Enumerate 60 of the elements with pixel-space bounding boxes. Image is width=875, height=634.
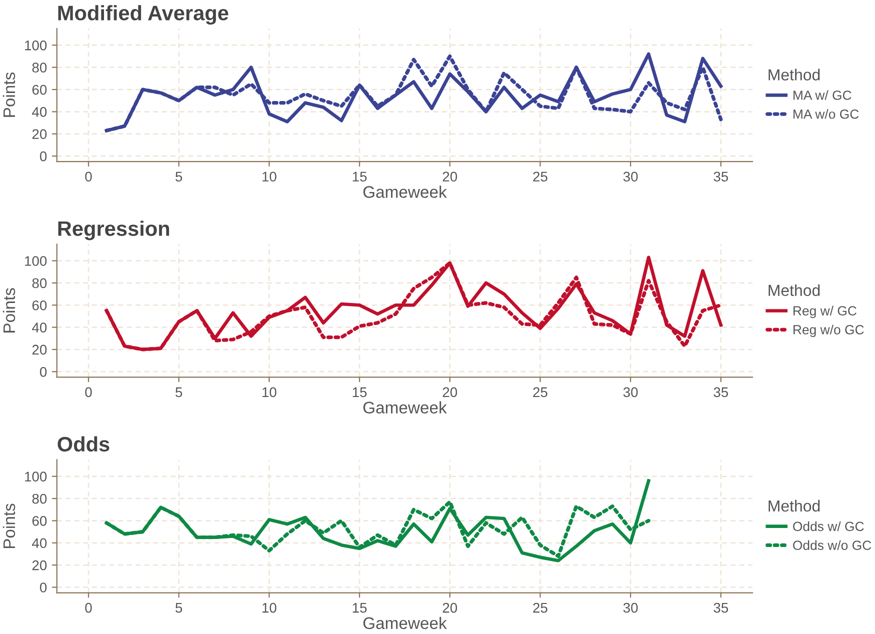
x-tick-label: 15 (352, 387, 367, 398)
x-tick-label: 0 (85, 172, 92, 182)
x-tick-label: 35 (714, 172, 728, 182)
x-tick-label: 0 (85, 602, 92, 613)
y-axis-title: Points (2, 72, 16, 117)
x-tick-label: 5 (176, 603, 182, 613)
y-tick-label: 40 (32, 538, 47, 548)
x-tick-label: 25 (533, 602, 548, 613)
x-tick-label: 35 (714, 602, 728, 613)
x-tick-label: 0 (85, 387, 92, 398)
x-tick-label: 30 (623, 172, 638, 182)
x-tick-label: 35 (714, 387, 728, 398)
legend-label: Reg w/o GC (794, 324, 864, 337)
legend-title: Method (768, 68, 820, 80)
legend-label: Reg w/ GC (794, 306, 856, 318)
x-tick-label: 10 (262, 602, 276, 613)
x-tick-label: 5 (176, 387, 182, 398)
y-axis-title: Points (2, 504, 16, 548)
y-tick-label: 40 (32, 107, 47, 117)
x-axis-title: Gameweek (363, 401, 447, 414)
y-tick-label: 0 (40, 151, 47, 162)
legend-title: Method (768, 284, 820, 296)
y-tick-label: 80 (32, 62, 47, 73)
y-tick-label: 20 (32, 560, 47, 570)
y-tick-label: 60 (32, 516, 47, 526)
x-tick-label: 10 (262, 172, 276, 182)
y-tick-label: 80 (32, 278, 47, 288)
x-axis-title: Gameweek (363, 186, 447, 198)
x-tick-label: 10 (262, 387, 276, 398)
legend-title: Method (768, 500, 820, 512)
y-tick-label: 20 (32, 344, 47, 355)
y-tick-label: 0 (40, 582, 47, 592)
x-tick-label: 15 (352, 603, 367, 613)
x-tick-label: 30 (623, 387, 638, 398)
x-tick-label: 20 (442, 387, 458, 398)
x-tick-label: 25 (533, 172, 548, 182)
legend-label: Odds w/ GC (793, 521, 864, 532)
y-axis-title: Points (2, 288, 16, 332)
y-tick-label: 100 (25, 40, 47, 50)
y-tick-label: 80 (32, 494, 47, 504)
chart-title: Regression (58, 220, 170, 240)
y-tick-label: 60 (32, 84, 47, 95)
y-tick-label: 60 (32, 300, 47, 310)
y-tick-label: 20 (32, 129, 47, 140)
x-axis-title: Gameweek (363, 616, 447, 630)
legend-label: MA w/o GC (794, 109, 859, 119)
y-tick-label: 100 (25, 472, 47, 482)
legend-label: Odds w/o GC (793, 540, 872, 550)
y-tick-label: 100 (25, 256, 47, 266)
y-tick-label: 0 (40, 366, 47, 377)
legend-label: MA w/ GC (794, 90, 852, 100)
chart-title: Odds (58, 436, 110, 452)
x-tick-label: 5 (176, 172, 182, 182)
chart-title: Modified Average (58, 5, 228, 25)
x-tick-label: 15 (352, 172, 367, 182)
x-tick-label: 20 (442, 172, 458, 182)
x-tick-label: 30 (623, 602, 638, 613)
x-tick-label: 20 (442, 602, 458, 613)
y-tick-label: 40 (32, 322, 47, 332)
x-tick-label: 25 (533, 387, 548, 398)
